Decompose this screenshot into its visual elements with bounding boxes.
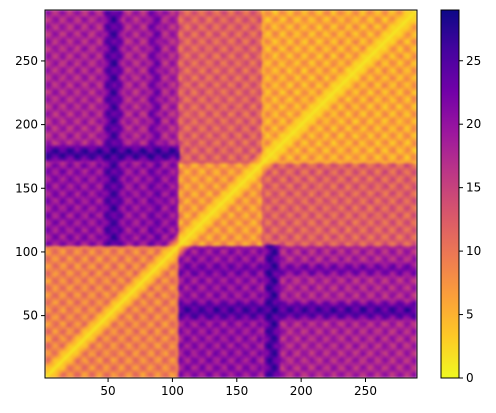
y-tick-label: 100 <box>15 245 38 259</box>
heatmap-image-holder <box>45 10 417 378</box>
colorbar-tick-label: 25 <box>466 54 481 68</box>
y-tick-label: 150 <box>15 181 38 195</box>
colorbar: 0 5 10 15 20 25 <box>440 9 481 385</box>
x-tick-label: 100 <box>161 384 184 398</box>
x-tick-label: 150 <box>225 384 248 398</box>
colorbar-tick-label: 20 <box>466 117 481 131</box>
y-tick-label: 250 <box>15 54 38 68</box>
colorbar-tick-label: 10 <box>466 244 481 258</box>
x-axis: 50 100 150 200 250 <box>100 378 377 398</box>
colorbar-tick-label: 15 <box>466 181 481 195</box>
colorbar-tick-label: 0 <box>466 371 474 385</box>
colorbar-fill <box>441 10 459 378</box>
y-tick-label: 200 <box>15 118 38 132</box>
heatmap-cells <box>45 10 417 378</box>
y-tick-label: 50 <box>23 309 38 323</box>
plot-frame <box>44 9 418 379</box>
plot-area <box>44 9 418 379</box>
y-axis: 50 100 150 200 250 <box>15 54 45 323</box>
x-tick-label: 50 <box>100 384 115 398</box>
colorbar-tick-label: 5 <box>466 308 474 322</box>
x-tick-label: 250 <box>354 384 377 398</box>
colorbar-frame <box>440 9 460 379</box>
x-tick-label: 200 <box>290 384 313 398</box>
colorbar-ticks: 0 5 10 15 20 25 <box>459 54 481 385</box>
